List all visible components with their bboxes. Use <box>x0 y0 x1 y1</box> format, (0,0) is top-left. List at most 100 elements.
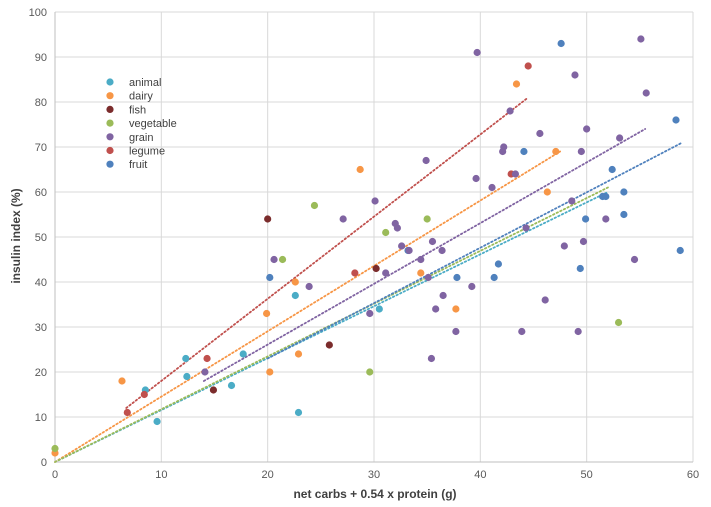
x-tick-label: 10 <box>155 469 167 481</box>
point-fruit <box>676 246 684 255</box>
grid <box>55 11 694 462</box>
point-legume <box>123 408 131 417</box>
data-points <box>51 35 684 457</box>
point-fish <box>372 264 380 273</box>
point-grain <box>560 242 568 250</box>
point-legume <box>524 62 532 70</box>
point-animal <box>153 417 161 426</box>
point-grain <box>602 215 610 223</box>
x-tick-label: 30 <box>368 469 380 481</box>
point-dairy <box>266 368 274 376</box>
point-grain <box>438 246 446 255</box>
legend-marker-legume <box>106 146 114 155</box>
point-grain <box>405 246 413 255</box>
point-vegetable <box>51 444 59 453</box>
legend-marker-vegetable <box>106 119 114 127</box>
y-tick-label: 40 <box>35 277 47 289</box>
point-vegetable <box>423 215 431 223</box>
y-axis-title: insulin index (%) <box>9 188 23 283</box>
y-tick-label: 100 <box>29 7 47 19</box>
y-tick-label: 70 <box>35 142 47 154</box>
point-grain <box>473 48 481 57</box>
y-tick-label: 60 <box>35 187 47 199</box>
trendline-dairy <box>54 150 561 463</box>
point-grain <box>518 327 526 336</box>
point-grain <box>541 296 549 304</box>
y-tick-label: 50 <box>35 232 47 244</box>
legend-label-legume: legume <box>129 146 165 158</box>
point-fruit <box>520 147 528 156</box>
trendline-legume <box>125 96 530 409</box>
y-tick-label: 10 <box>35 412 47 424</box>
point-dairy <box>452 305 460 313</box>
point-animal <box>182 354 190 363</box>
point-fruit <box>490 273 498 282</box>
point-dairy <box>552 147 560 156</box>
point-grain <box>500 143 508 151</box>
y-tick-label: 0 <box>41 457 47 469</box>
point-grain <box>422 156 430 165</box>
point-animal <box>183 372 191 381</box>
legend-marker-fish <box>106 105 114 113</box>
point-vegetable <box>614 318 623 327</box>
point-grain <box>305 282 313 291</box>
point-grain <box>522 224 530 232</box>
point-legume <box>140 390 148 399</box>
point-animal <box>294 408 303 417</box>
point-legume <box>351 269 359 277</box>
legend-label-dairy: dairy <box>129 91 153 103</box>
point-grain <box>583 125 591 133</box>
point-grain <box>506 107 514 115</box>
legend-label-fruit: fruit <box>129 159 147 171</box>
point-fruit <box>494 260 503 268</box>
x-axis-title: net carbs + 0.54 x protein (g) <box>293 487 456 501</box>
point-grain <box>637 35 645 43</box>
point-dairy <box>263 309 271 318</box>
point-vegetable <box>278 255 287 264</box>
point-grain <box>432 305 440 313</box>
point-grain <box>382 269 390 277</box>
point-grain <box>488 183 496 192</box>
axes <box>54 12 693 463</box>
point-fruit <box>672 116 680 124</box>
point-vegetable <box>382 228 390 237</box>
point-dairy <box>294 350 303 358</box>
point-grain <box>339 215 347 223</box>
point-dairy <box>118 377 126 385</box>
point-grain <box>568 197 576 205</box>
legend-label-fish: fish <box>129 104 146 116</box>
y-tick-label: 30 <box>35 322 47 334</box>
point-grain <box>439 291 447 300</box>
y-tick-label: 80 <box>35 97 47 109</box>
legend-marker-fruit <box>106 160 114 168</box>
point-grain <box>468 282 476 291</box>
point-grain <box>366 309 374 318</box>
point-fruit <box>582 215 590 223</box>
point-grain <box>270 255 278 264</box>
point-fruit <box>453 273 461 282</box>
point-fruit <box>620 210 628 219</box>
point-dairy <box>291 278 299 286</box>
point-vegetable <box>366 368 374 376</box>
x-tick-label: 40 <box>474 469 486 481</box>
y-tick-label: 90 <box>35 52 47 64</box>
point-animal <box>239 350 247 358</box>
legend-marker-grain <box>106 133 114 141</box>
point-grain <box>393 224 401 232</box>
legend-label-animal: animal <box>129 77 161 89</box>
point-fruit <box>620 188 628 196</box>
tick-labels: 0 10 20 30 40 50 60 70 80 90 100 0 10 20 30 40 50 60 <box>29 7 699 481</box>
point-grain <box>452 327 460 336</box>
trendline-fruit <box>266 141 684 360</box>
point-dairy <box>417 269 425 277</box>
trendline-grain <box>202 128 647 382</box>
legend-label-grain: grain <box>129 132 153 144</box>
point-fish <box>264 215 272 223</box>
point-fish <box>209 386 218 394</box>
point-grain <box>536 129 544 138</box>
point-legume <box>203 354 211 363</box>
point-grain <box>511 170 520 178</box>
point-vegetable <box>310 201 319 210</box>
